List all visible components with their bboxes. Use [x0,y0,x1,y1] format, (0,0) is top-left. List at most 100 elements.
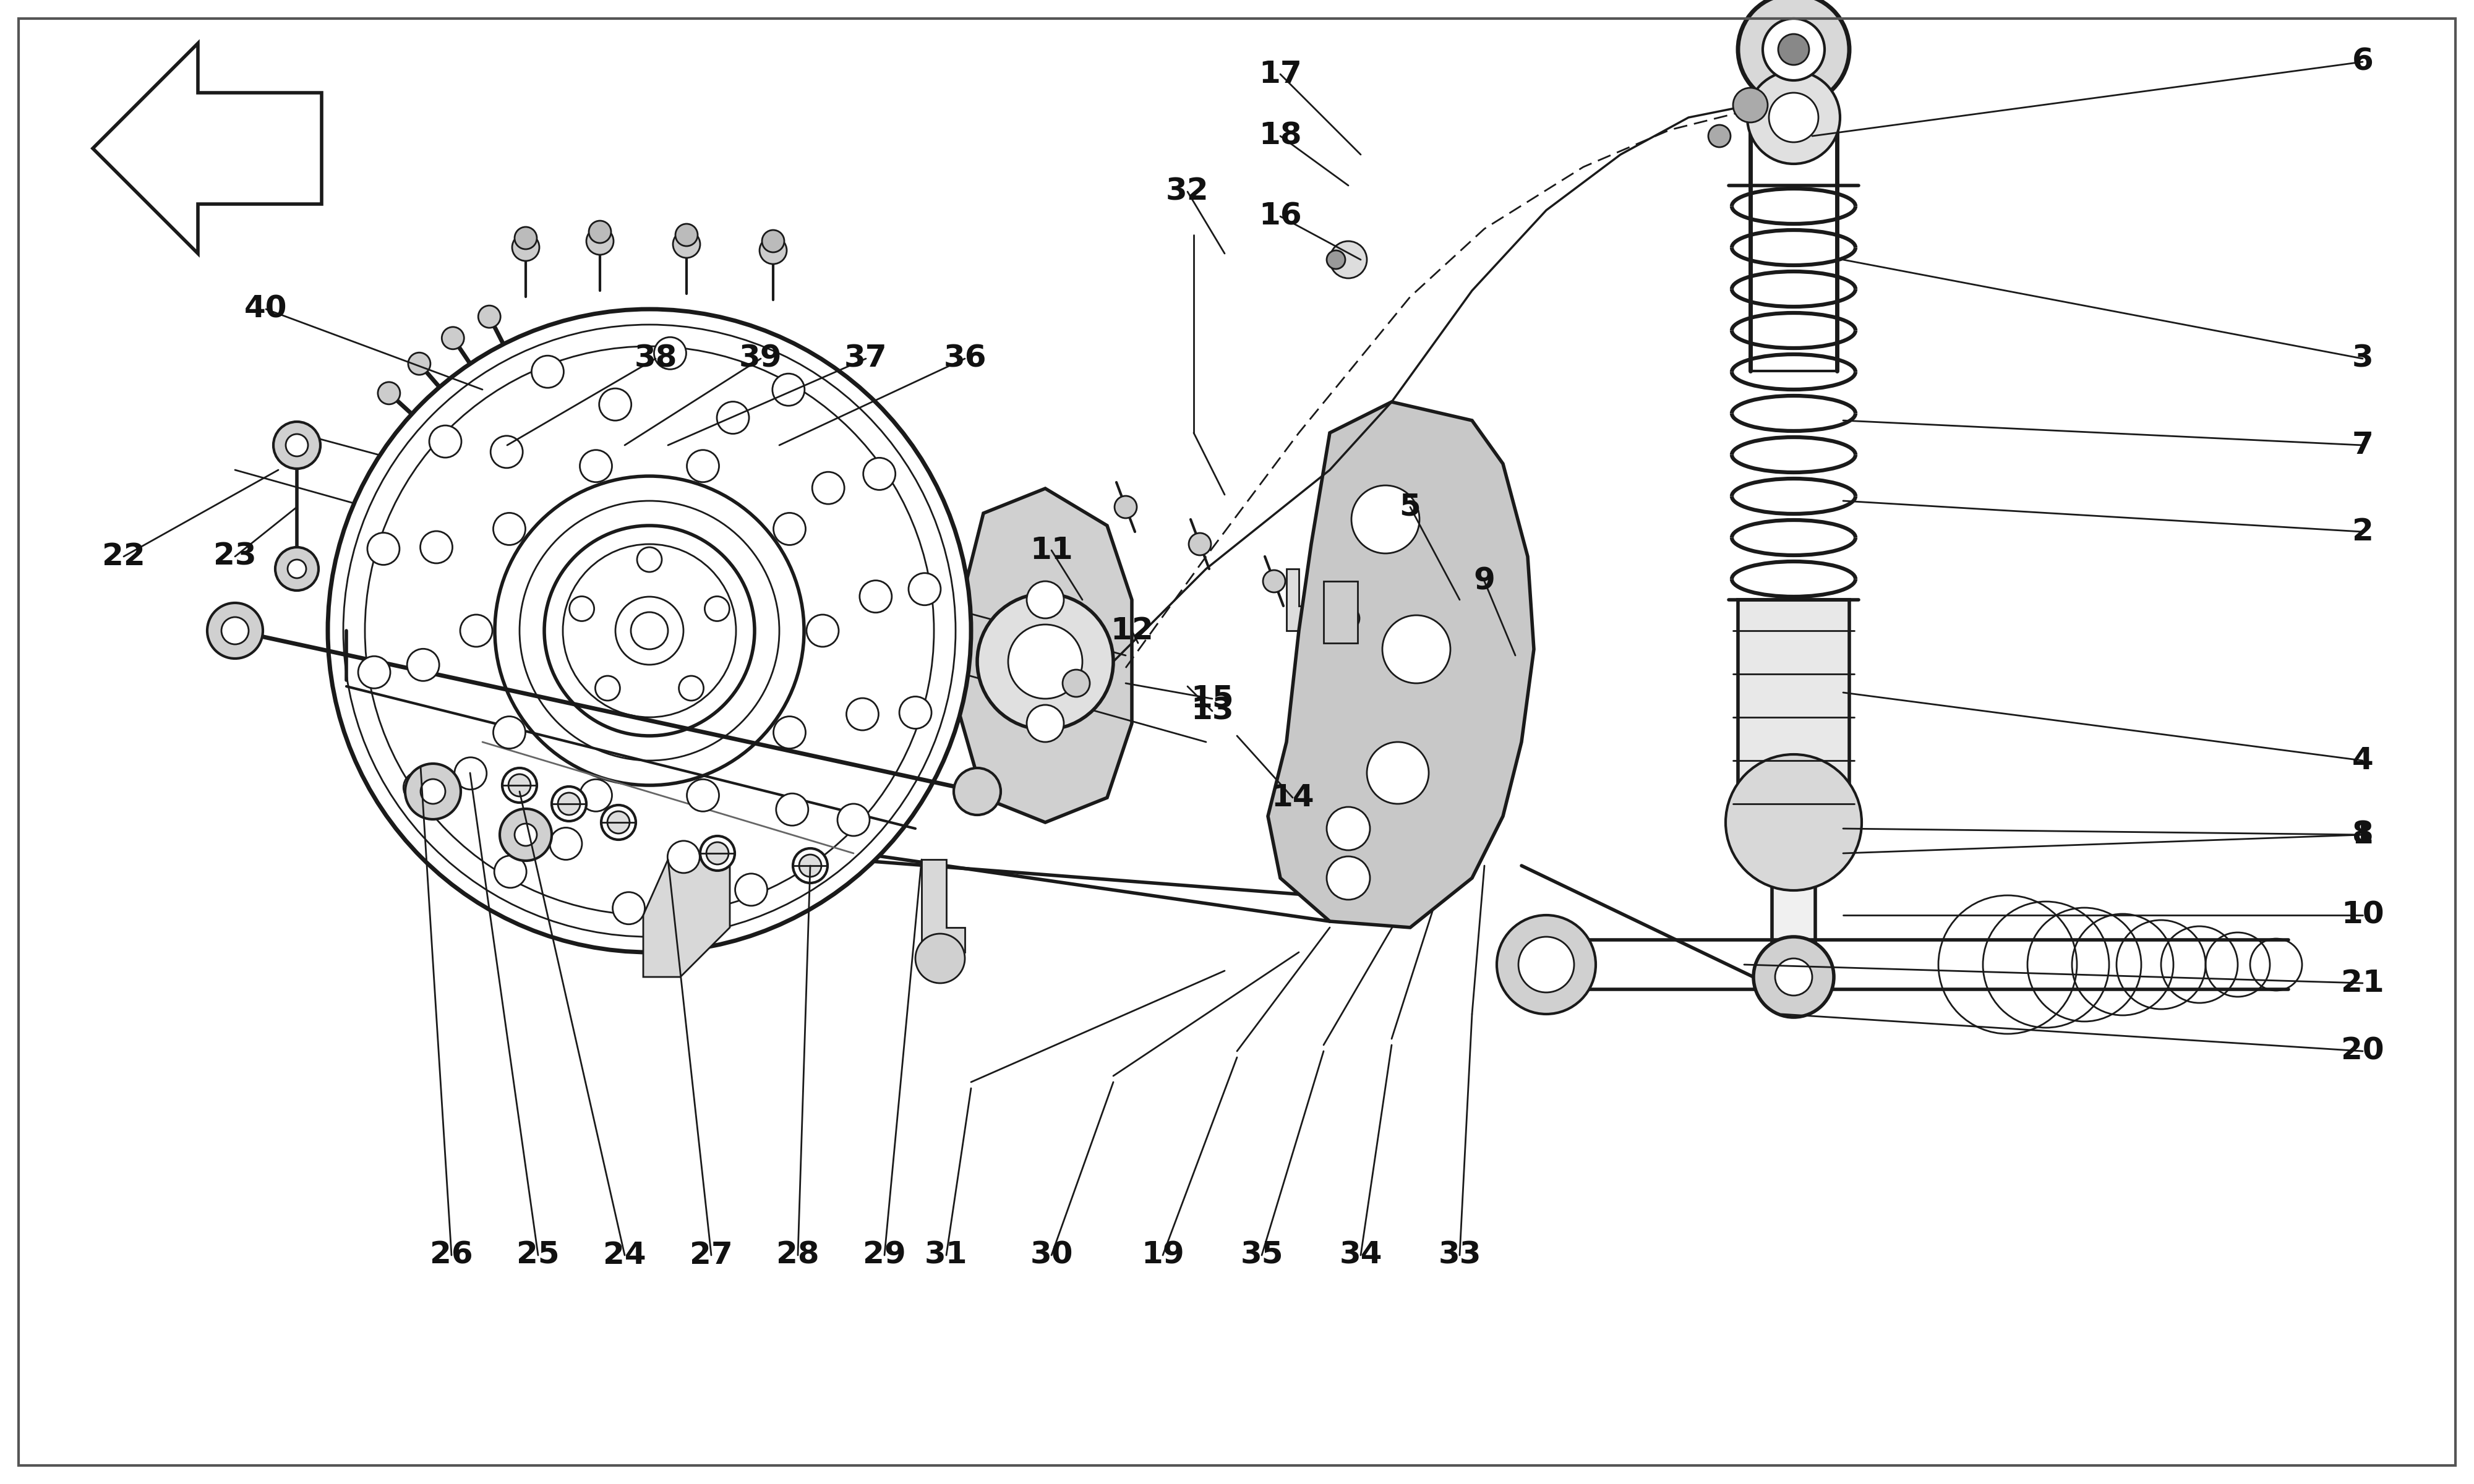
Circle shape [552,787,586,821]
FancyBboxPatch shape [1737,600,1851,834]
Circle shape [275,548,319,591]
Circle shape [1336,607,1361,629]
Circle shape [1707,125,1732,147]
Circle shape [675,224,698,246]
Circle shape [492,717,524,748]
Circle shape [1113,496,1138,518]
Circle shape [492,513,524,545]
Text: 18: 18 [1259,122,1301,151]
Text: 2: 2 [2353,516,2373,546]
Circle shape [1366,742,1430,804]
Circle shape [915,933,965,982]
Circle shape [760,237,787,264]
Circle shape [569,597,594,622]
Circle shape [430,426,463,457]
Text: 1: 1 [2353,819,2373,849]
Circle shape [515,227,537,249]
Text: 3: 3 [2353,344,2373,374]
Circle shape [408,353,430,375]
Circle shape [774,513,807,545]
Text: 11: 11 [1029,536,1074,565]
Text: 10: 10 [2340,901,2385,930]
Circle shape [495,476,804,785]
Circle shape [549,828,581,859]
Text: 36: 36 [943,344,987,374]
Circle shape [366,533,398,565]
Text: 27: 27 [690,1241,732,1270]
Text: 35: 35 [1239,1241,1284,1270]
Text: 19: 19 [1141,1241,1185,1270]
Text: 4: 4 [2353,745,2373,775]
Circle shape [1264,570,1286,592]
Circle shape [421,779,445,804]
Circle shape [490,436,522,467]
Circle shape [287,559,307,579]
Circle shape [1326,807,1371,850]
Circle shape [1497,916,1596,1014]
Circle shape [510,775,529,797]
Circle shape [495,856,527,887]
Text: 30: 30 [1029,1241,1074,1270]
Text: 9: 9 [1475,567,1494,597]
Circle shape [1188,533,1212,555]
Circle shape [477,306,500,328]
Circle shape [408,649,440,681]
Circle shape [1769,92,1818,142]
Circle shape [901,696,933,729]
Circle shape [1064,669,1089,697]
Text: 8: 8 [2353,819,2373,849]
Text: 28: 28 [777,1241,819,1270]
Circle shape [601,804,636,840]
Circle shape [1009,625,1084,699]
Polygon shape [643,859,730,976]
Circle shape [287,433,307,457]
Circle shape [1761,18,1826,80]
Text: 37: 37 [844,344,888,374]
Circle shape [799,855,821,877]
Text: 38: 38 [633,344,678,374]
Text: 17: 17 [1259,59,1301,89]
Circle shape [777,794,809,825]
Circle shape [1027,705,1064,742]
Circle shape [532,356,564,387]
Circle shape [673,230,700,258]
Circle shape [379,381,401,404]
Circle shape [403,772,435,804]
Circle shape [772,374,804,405]
Circle shape [858,580,891,613]
Circle shape [792,849,826,883]
Circle shape [500,809,552,861]
Circle shape [599,389,631,420]
Circle shape [1519,936,1573,993]
Circle shape [327,309,970,953]
Text: 13: 13 [1190,696,1235,726]
Circle shape [502,769,537,803]
Circle shape [717,402,750,433]
Text: 7: 7 [2353,430,2373,460]
Polygon shape [920,859,965,953]
Circle shape [589,221,611,243]
Circle shape [836,804,868,835]
Text: 20: 20 [2340,1036,2385,1066]
Text: 16: 16 [1259,202,1301,232]
Circle shape [700,835,735,871]
Circle shape [807,614,839,647]
Circle shape [708,841,727,864]
Circle shape [421,531,453,564]
Circle shape [811,472,844,505]
Text: 26: 26 [430,1241,473,1270]
Circle shape [1326,856,1371,899]
Circle shape [653,337,685,370]
Circle shape [544,525,755,736]
Text: 14: 14 [1272,784,1314,813]
Circle shape [1727,754,1863,890]
Text: 31: 31 [925,1241,967,1270]
Polygon shape [1267,402,1534,927]
Circle shape [586,227,614,255]
Circle shape [735,874,767,905]
Text: 12: 12 [1111,616,1153,646]
Text: 23: 23 [213,542,257,571]
Text: 29: 29 [863,1241,905,1270]
Polygon shape [1286,568,1316,631]
Circle shape [762,230,784,252]
